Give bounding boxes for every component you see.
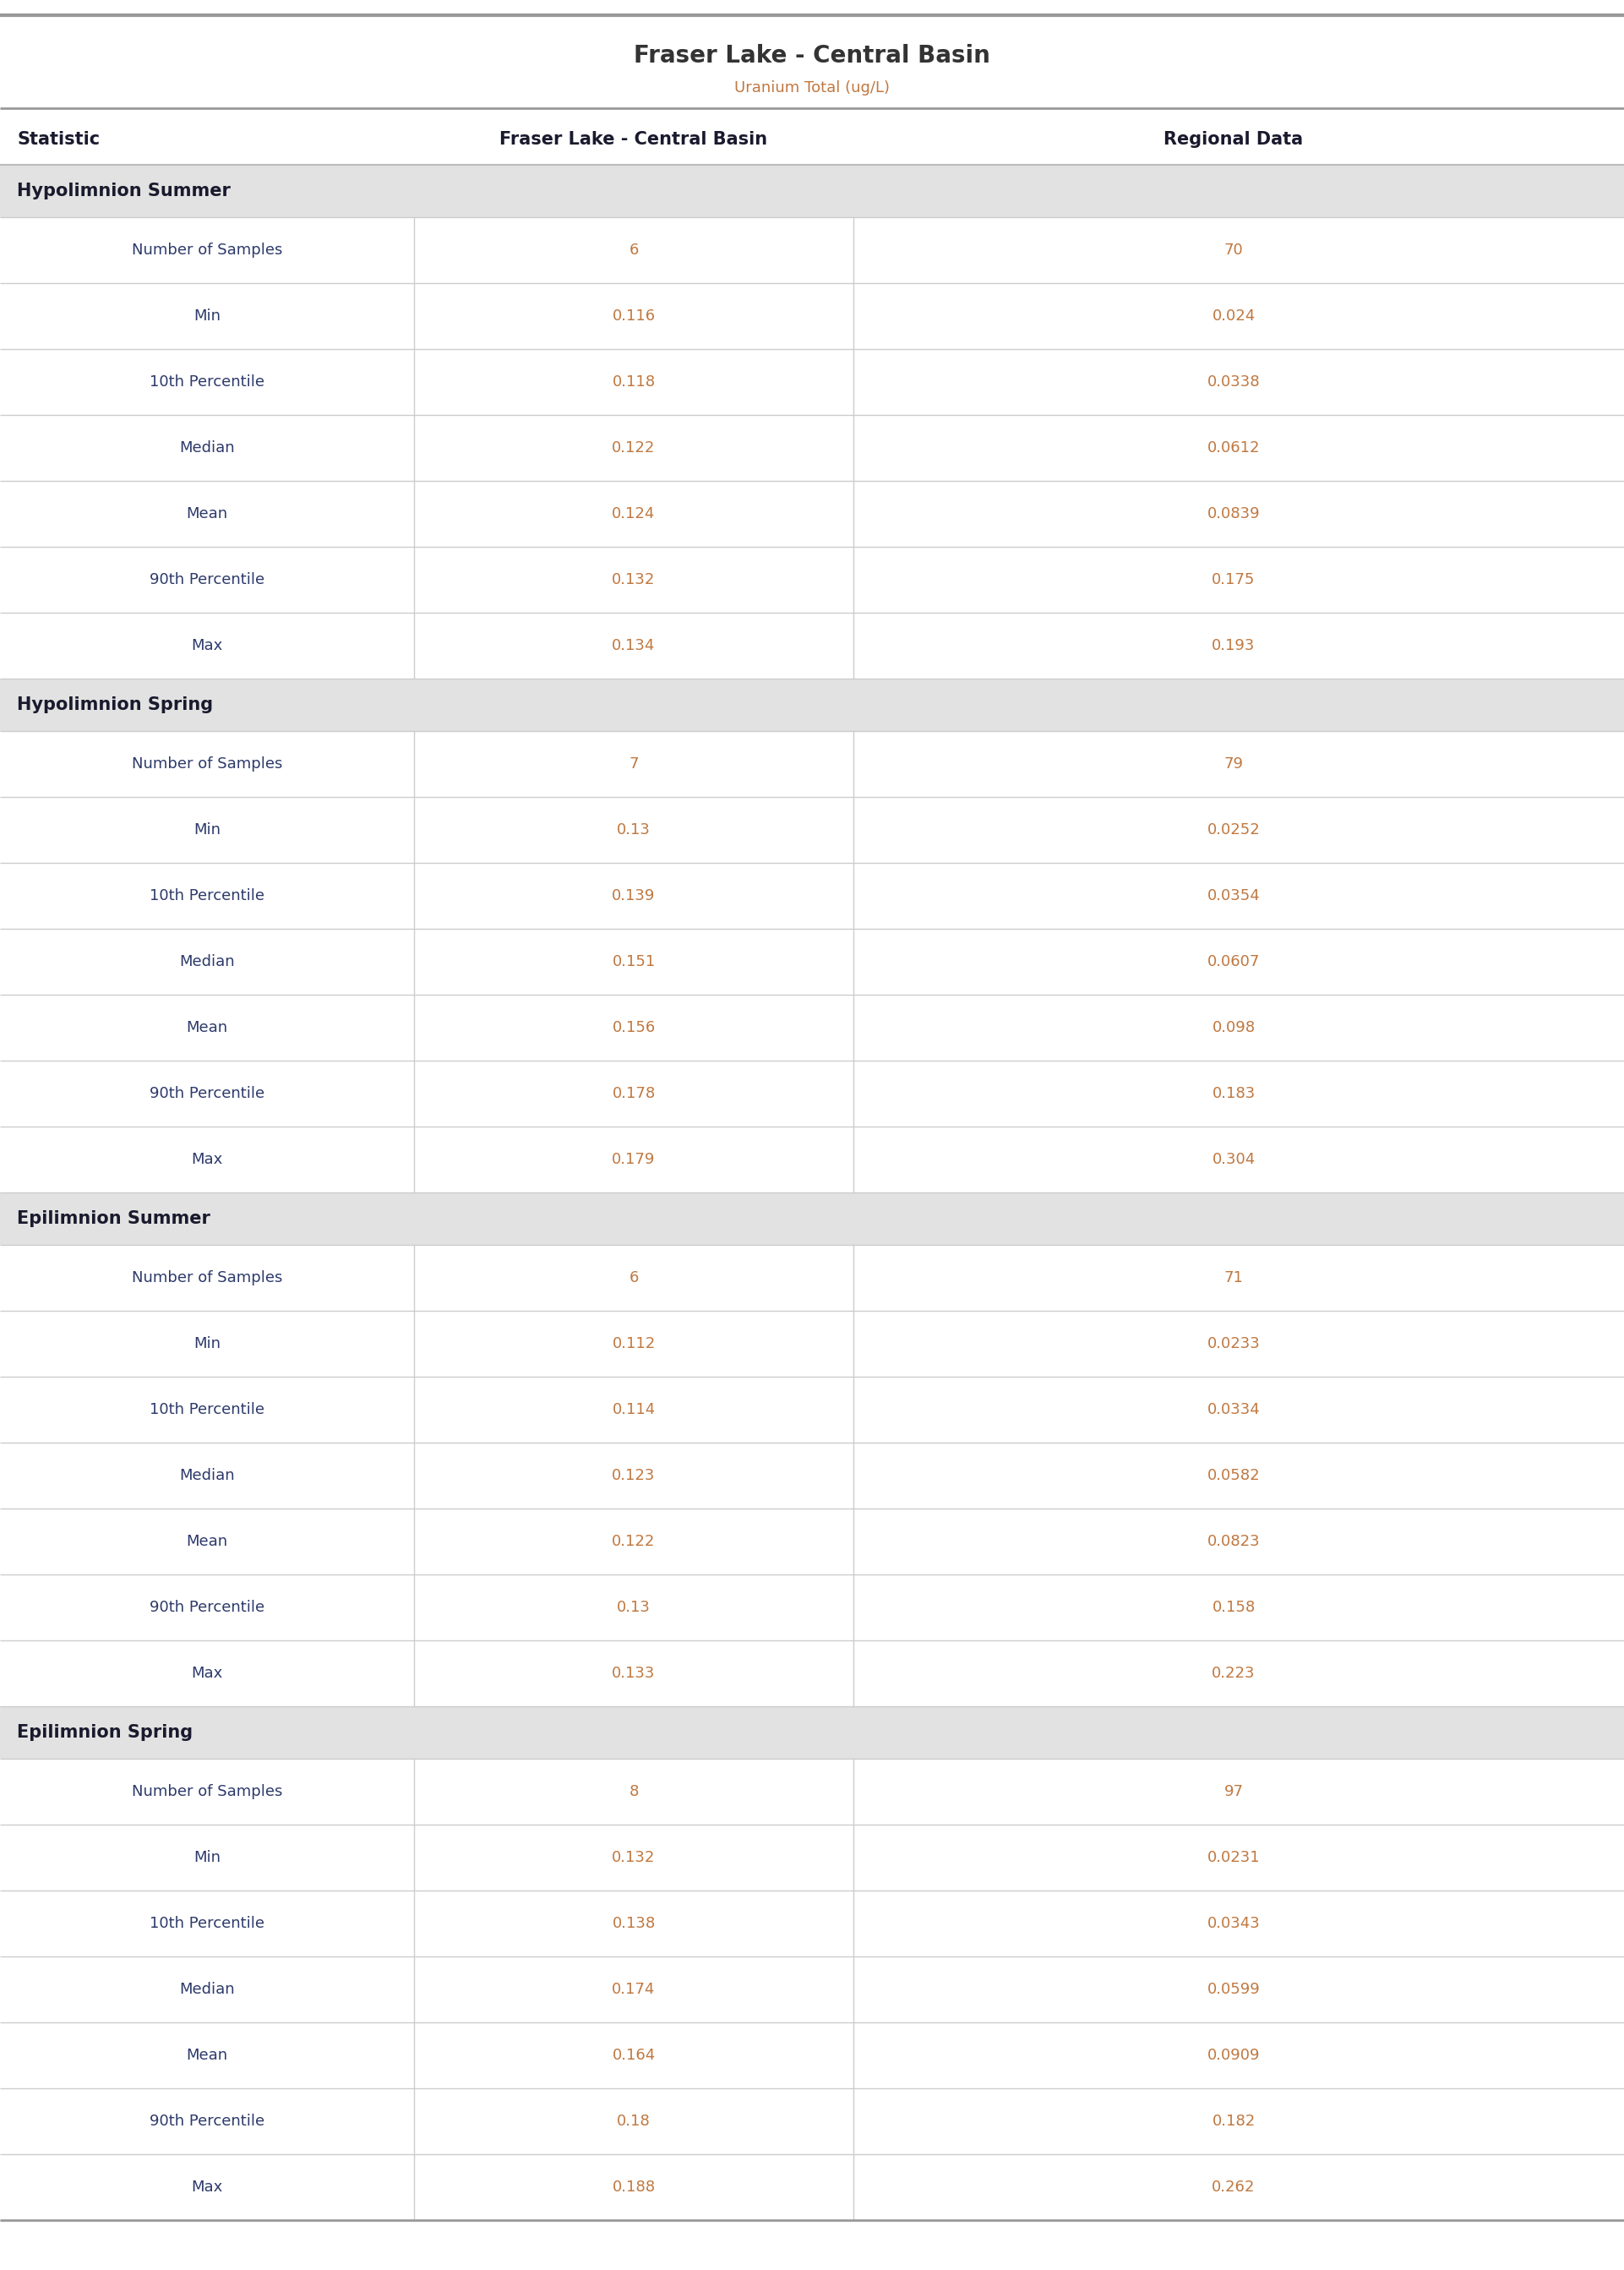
Text: 0.188: 0.188	[612, 2179, 656, 2195]
Text: 0.0233: 0.0233	[1207, 1337, 1260, 1351]
Text: 0.114: 0.114	[612, 1403, 656, 1416]
Text: Fraser Lake - Central Basin: Fraser Lake - Central Basin	[633, 43, 991, 68]
Text: 0.193: 0.193	[1212, 638, 1255, 654]
Text: 0.138: 0.138	[612, 1916, 656, 1932]
Text: 0.0582: 0.0582	[1207, 1469, 1260, 1482]
Text: 0.0231: 0.0231	[1207, 1850, 1260, 1866]
Text: Hypolimnion Summer: Hypolimnion Summer	[16, 182, 231, 200]
Text: 0.0252: 0.0252	[1207, 822, 1260, 838]
Text: 0.262: 0.262	[1212, 2179, 1255, 2195]
Text: 70: 70	[1224, 243, 1244, 259]
Text: Number of Samples: Number of Samples	[132, 756, 283, 772]
Text: 0.183: 0.183	[1212, 1085, 1255, 1101]
Text: 0.024: 0.024	[1212, 309, 1255, 325]
Text: 0.304: 0.304	[1212, 1151, 1255, 1167]
Bar	[0, 1707, 1624, 1759]
Text: 10th Percentile: 10th Percentile	[149, 375, 265, 390]
Text: 6: 6	[628, 243, 638, 259]
Text: Fraser Lake - Central Basin: Fraser Lake - Central Basin	[500, 132, 768, 148]
Text: 0.156: 0.156	[612, 1019, 656, 1035]
Text: Mean: Mean	[187, 1535, 227, 1548]
Text: 0.178: 0.178	[612, 1085, 656, 1101]
Text: Number of Samples: Number of Samples	[132, 243, 283, 259]
Text: 0.132: 0.132	[612, 572, 656, 588]
Text: Mean: Mean	[187, 2048, 227, 2063]
Text: 0.223: 0.223	[1212, 1666, 1255, 1682]
Text: 0.0338: 0.0338	[1207, 375, 1260, 390]
Text: 0.132: 0.132	[612, 1850, 656, 1866]
Text: Median: Median	[179, 440, 235, 456]
Text: 71: 71	[1224, 1271, 1244, 1285]
Text: 0.151: 0.151	[612, 953, 656, 969]
Text: 0.116: 0.116	[612, 309, 656, 325]
Text: 90th Percentile: 90th Percentile	[149, 572, 265, 588]
Text: 0.122: 0.122	[612, 440, 656, 456]
Text: 97: 97	[1224, 1784, 1244, 1800]
Text: 0.139: 0.139	[612, 888, 656, 903]
Bar	[0, 1192, 1624, 1244]
Text: 90th Percentile: 90th Percentile	[149, 1600, 265, 1614]
Text: 0.174: 0.174	[612, 1982, 656, 1998]
Text: Mean: Mean	[187, 506, 227, 522]
Text: Hypolimnion Spring: Hypolimnion Spring	[16, 697, 213, 713]
Text: 0.124: 0.124	[612, 506, 656, 522]
Text: 0.0823: 0.0823	[1207, 1535, 1260, 1548]
Text: Max: Max	[192, 2179, 222, 2195]
Text: 0.118: 0.118	[612, 375, 656, 390]
Text: Median: Median	[179, 1469, 235, 1482]
Text: Max: Max	[192, 1151, 222, 1167]
Text: 7: 7	[628, 756, 638, 772]
Text: Min: Min	[193, 1337, 221, 1351]
Text: 0.13: 0.13	[617, 822, 651, 838]
Text: Number of Samples: Number of Samples	[132, 1784, 283, 1800]
Text: Min: Min	[193, 822, 221, 838]
Text: 0.0334: 0.0334	[1207, 1403, 1260, 1416]
Text: Epilimnion Spring: Epilimnion Spring	[16, 1723, 193, 1741]
Text: 10th Percentile: 10th Percentile	[149, 888, 265, 903]
Text: 0.123: 0.123	[612, 1469, 656, 1482]
Text: 0.0599: 0.0599	[1207, 1982, 1260, 1998]
Text: 8: 8	[628, 1784, 638, 1800]
Text: 0.175: 0.175	[1212, 572, 1255, 588]
Text: 79: 79	[1224, 756, 1244, 772]
Text: 0.112: 0.112	[612, 1337, 656, 1351]
Text: 10th Percentile: 10th Percentile	[149, 1916, 265, 1932]
Text: 0.18: 0.18	[617, 2113, 651, 2129]
Text: Min: Min	[193, 1850, 221, 1866]
Text: 0.0839: 0.0839	[1207, 506, 1260, 522]
Text: 10th Percentile: 10th Percentile	[149, 1403, 265, 1416]
Text: Epilimnion Summer: Epilimnion Summer	[16, 1210, 209, 1228]
Text: Max: Max	[192, 1666, 222, 1682]
Text: 0.0607: 0.0607	[1207, 953, 1260, 969]
Bar	[0, 166, 1624, 218]
Bar	[0, 679, 1624, 731]
Text: Statistic: Statistic	[16, 132, 99, 148]
Text: 0.182: 0.182	[1212, 2113, 1255, 2129]
Text: 0.13: 0.13	[617, 1600, 651, 1614]
Text: Median: Median	[179, 953, 235, 969]
Text: Median: Median	[179, 1982, 235, 1998]
Text: Max: Max	[192, 638, 222, 654]
Text: Regional Data: Regional Data	[1164, 132, 1304, 148]
Text: 0.122: 0.122	[612, 1535, 656, 1548]
Text: Number of Samples: Number of Samples	[132, 1271, 283, 1285]
Text: 90th Percentile: 90th Percentile	[149, 1085, 265, 1101]
Text: Mean: Mean	[187, 1019, 227, 1035]
Text: Min: Min	[193, 309, 221, 325]
Text: 0.0354: 0.0354	[1207, 888, 1260, 903]
Text: 0.133: 0.133	[612, 1666, 656, 1682]
Text: 0.098: 0.098	[1212, 1019, 1255, 1035]
Text: 0.179: 0.179	[612, 1151, 656, 1167]
Text: Uranium Total (ug/L): Uranium Total (ug/L)	[734, 79, 890, 95]
Text: 0.164: 0.164	[612, 2048, 656, 2063]
Text: 0.0343: 0.0343	[1207, 1916, 1260, 1932]
Text: 90th Percentile: 90th Percentile	[149, 2113, 265, 2129]
Text: 0.0612: 0.0612	[1207, 440, 1260, 456]
Text: 0.158: 0.158	[1212, 1600, 1255, 1614]
Text: 0.0909: 0.0909	[1207, 2048, 1260, 2063]
Text: 6: 6	[628, 1271, 638, 1285]
Text: 0.134: 0.134	[612, 638, 656, 654]
